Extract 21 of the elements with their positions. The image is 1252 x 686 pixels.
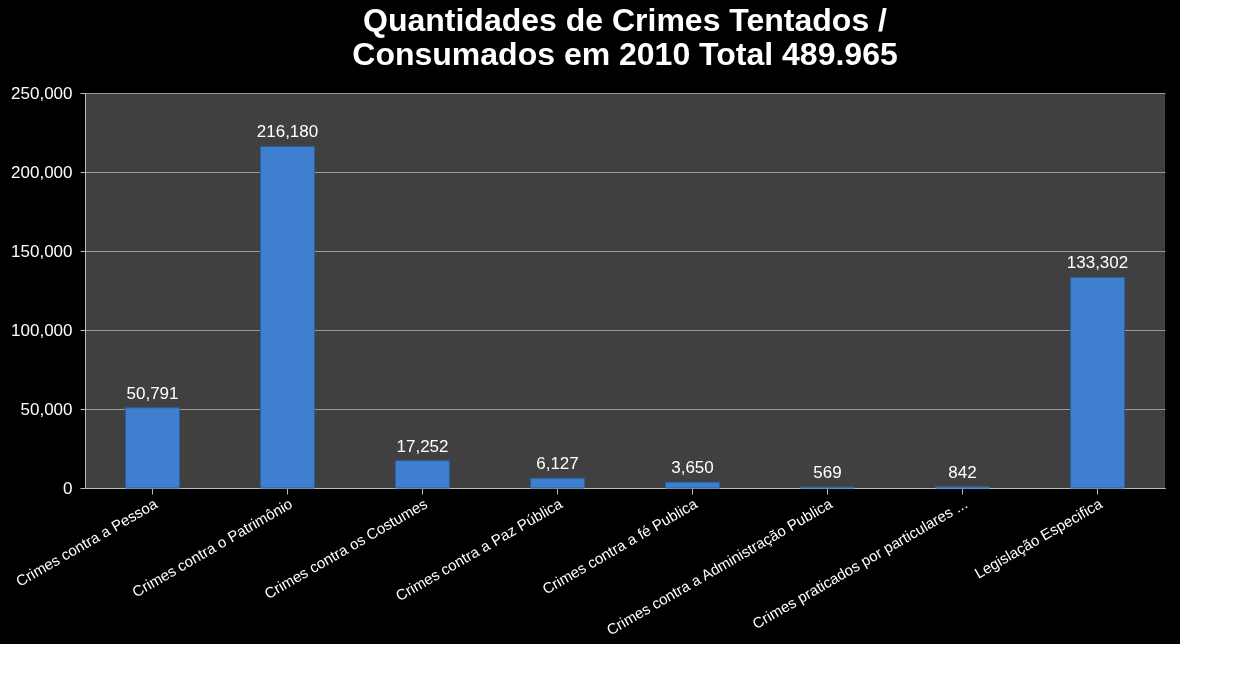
data-label: 6,127 (536, 454, 579, 474)
data-label: 569 (813, 463, 842, 483)
y-tick-label: 250,000 (11, 83, 73, 103)
bar (665, 481, 720, 489)
bar (1070, 276, 1125, 489)
y-tick-label: 200,000 (11, 162, 73, 182)
y-tick-label: 0 (63, 478, 73, 498)
chart-title: Quantidades de Crimes Tentados / Consumados em 2010 Total 489.965 (352, 2, 898, 72)
data-label: 133,302 (1066, 253, 1129, 273)
bar (530, 477, 585, 489)
bar (260, 145, 315, 489)
y-tick-label: 150,000 (11, 241, 73, 261)
data-label: 3,650 (671, 458, 714, 478)
data-label: 842 (948, 462, 977, 482)
y-tick-label: 100,000 (11, 320, 73, 340)
data-label: 50,791 (126, 383, 179, 403)
data-label: 216,180 (256, 122, 319, 142)
bar (395, 460, 450, 489)
bar (125, 407, 180, 489)
data-label: 17,252 (396, 436, 449, 456)
y-tick-label: 50,000 (20, 399, 73, 419)
